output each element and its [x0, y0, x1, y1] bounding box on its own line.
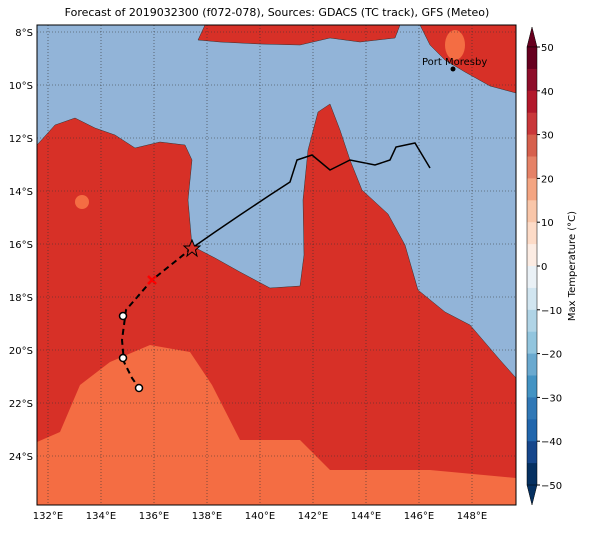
colorbar-band: [527, 178, 537, 201]
colorbar-band: [527, 134, 537, 157]
forecast-point: [118, 311, 128, 321]
colorbar-tick-label: 10: [541, 218, 554, 229]
warm-spot: [75, 195, 89, 209]
x-tick-label: 134°E: [86, 511, 116, 522]
y-tick-label: 14°S: [9, 187, 33, 198]
colorbar-band: [527, 112, 537, 136]
x-tick-label: 144°E: [351, 511, 381, 522]
colorbar-band: [527, 419, 537, 442]
x-tick-label: 136°E: [139, 511, 169, 522]
y-tick-label: 22°S: [9, 399, 33, 410]
colorbar-tick-label: 20: [541, 174, 554, 185]
colorbar-band: [527, 331, 537, 355]
warm-spot: [445, 30, 465, 60]
x-tick-label: 132°E: [33, 511, 63, 522]
colorbar-band: [527, 397, 537, 420]
colorbar-band: [527, 222, 537, 245]
colorbar-tick-label: −20: [541, 350, 562, 361]
colorbar-tick-label: 0: [541, 262, 547, 273]
colorbar-band: [527, 441, 537, 464]
colorbar-band: [527, 244, 537, 267]
colorbar-band: [527, 353, 537, 376]
new-guinea-west: [197, 25, 401, 46]
colorbar-tick-label: −10: [541, 306, 562, 317]
forecast-marker: [147, 275, 157, 285]
x-tick-label: 146°E: [404, 511, 434, 522]
x-tick-label: 138°E: [192, 511, 222, 522]
colorbar-band: [527, 287, 537, 311]
y-tick-label: 18°S: [9, 293, 33, 304]
colorbar-tick-label: 40: [541, 87, 554, 98]
y-tick-label: 10°S: [9, 81, 33, 92]
colorbar-tick-label: −50: [541, 481, 562, 492]
x-tick-label: 142°E: [298, 511, 328, 522]
track-past: [191, 142, 431, 249]
colorbar-band: [527, 463, 537, 486]
colorbar-tick-label: 30: [541, 131, 554, 142]
x-tick-label: 148°E: [457, 511, 487, 522]
colorbar-tick-label: −30: [541, 393, 562, 404]
colorbar-tick-label: 50: [541, 43, 554, 54]
colorbar-band: [527, 266, 537, 289]
colorbar-tick-label: −40: [541, 437, 562, 448]
warm-region: [37, 345, 516, 505]
y-tick-label: 8°S: [15, 28, 33, 39]
map-area: Port Moresby: [37, 25, 516, 505]
y-tick-label: 24°S: [9, 452, 33, 463]
place-label: Port Moresby: [422, 57, 487, 68]
x-tick-label: 140°E: [245, 511, 275, 522]
colorbar-band: [527, 90, 537, 114]
forecast-point: [118, 353, 128, 363]
y-tick-label: 12°S: [9, 134, 33, 145]
colorbar: 50 40 30 20 10 0 −10 −20 −30 −40 −50 Max Temperatur…: [526, 26, 578, 506]
colorbar-band: [527, 68, 537, 92]
y-tick-label: 16°S: [9, 240, 33, 251]
colorbar-band: [527, 156, 537, 179]
colorbar-band: [527, 47, 537, 70]
colorbar-band: [527, 200, 537, 223]
colorbar-label: Max Temperature (°C): [567, 211, 578, 321]
colorbar-band: [527, 375, 537, 398]
title: Forecast of 2019032300 (f072-078), Sourc…: [65, 6, 490, 19]
place-marker: [450, 66, 456, 72]
storm-position: [182, 238, 202, 258]
map-frame: [36, 24, 517, 506]
papua-new-guinea: [419, 25, 516, 94]
forecast-point: [134, 383, 144, 393]
colorbar-extend: [526, 484, 538, 506]
y-tick-label: 20°S: [9, 346, 33, 357]
colorbar-band: [527, 309, 537, 333]
colorbar-extend: [526, 26, 538, 48]
